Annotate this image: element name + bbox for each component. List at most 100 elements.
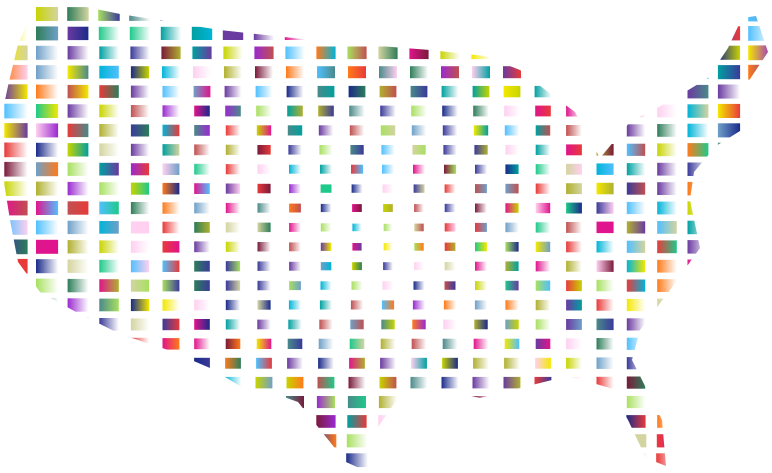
mosaic-tile <box>442 357 458 369</box>
mosaic-tile <box>687 46 709 60</box>
mosaic-tile <box>442 105 458 117</box>
mosaic-tile <box>505 261 519 271</box>
mosaic-tile <box>717 375 741 390</box>
mosaic-tile <box>4 394 28 410</box>
mosaic-tile <box>284 7 306 21</box>
mosaic-tile <box>194 241 210 253</box>
mosaic-tile <box>99 259 119 273</box>
mosaic-tile <box>351 164 364 174</box>
mosaic-tile <box>657 356 677 370</box>
mosaic-tile <box>409 415 429 428</box>
mosaic-tile <box>36 278 59 293</box>
mosaic-tile <box>471 415 491 428</box>
mosaic-tile <box>4 220 28 235</box>
mosaic-tile <box>505 183 519 194</box>
mosaic-tile <box>130 279 150 292</box>
mosaic-tile <box>317 376 335 389</box>
mosaic-tile <box>194 260 210 272</box>
mosaic-tile <box>317 66 335 79</box>
mosaic-tile <box>382 184 394 193</box>
mosaic-tile <box>414 262 424 271</box>
mosaic-tile <box>4 375 28 390</box>
mosaic-tile <box>194 202 210 214</box>
mosaic-tile <box>626 415 646 428</box>
mosaic-tile <box>687 317 709 332</box>
mosaic-tile <box>444 223 456 232</box>
mosaic-tile <box>626 357 646 370</box>
mosaic-tile <box>320 242 332 251</box>
mosaic-tile <box>225 105 241 117</box>
mosaic-tile <box>717 336 741 351</box>
mosaic-tile <box>4 239 28 255</box>
mosaic-tile <box>287 357 303 369</box>
mosaic-tile <box>377 434 399 448</box>
mosaic-tile <box>225 261 241 272</box>
mosaic-tile <box>284 434 306 448</box>
mosaic-tile <box>626 337 646 350</box>
mosaic-tile <box>473 338 489 349</box>
mosaic-tile <box>717 414 741 429</box>
mosaic-tile <box>717 433 741 448</box>
mosaic-tile <box>687 26 709 41</box>
mosaic-tile <box>535 125 551 136</box>
mosaic-tile <box>130 260 150 273</box>
mosaic-tile <box>470 7 492 21</box>
mosaic-tile <box>225 338 241 349</box>
mosaic-tile <box>566 260 582 272</box>
mosaic-tile <box>257 280 271 291</box>
mosaic-tile <box>532 26 554 40</box>
mosaic-tile <box>626 279 646 292</box>
mosaic-tile <box>717 142 741 157</box>
mosaic-tile <box>36 259 59 274</box>
mosaic-tile <box>193 85 211 98</box>
mosaic-tile <box>504 338 520 349</box>
mosaic-tile <box>380 105 396 117</box>
mosaic-tile <box>505 242 519 252</box>
mosaic-tile <box>286 85 304 98</box>
mosaic-tile <box>596 202 614 214</box>
mosaic-tile <box>594 434 616 448</box>
mosaic-tile <box>4 200 28 216</box>
mosaic-tile <box>626 318 646 331</box>
mosaic-tile <box>748 278 768 293</box>
mosaic-tile <box>194 183 210 194</box>
mosaic-tile <box>67 375 89 390</box>
mosaic-tile <box>130 376 150 389</box>
mosaic-tile <box>99 124 119 137</box>
mosaic-tile <box>379 66 397 79</box>
mosaic-tile <box>36 181 59 196</box>
mosaic-tile <box>67 220 89 235</box>
mosaic-tile <box>346 26 368 40</box>
mosaic-tile <box>289 164 302 174</box>
mosaic-tile <box>626 240 646 253</box>
mosaic-tile <box>717 394 741 409</box>
mosaic-tile <box>4 142 28 158</box>
mosaic-tile <box>501 453 523 468</box>
mosaic-tile <box>162 279 180 292</box>
mosaic-tile <box>504 105 520 117</box>
mosaic-tile <box>36 7 59 21</box>
mosaic-tile <box>596 357 614 369</box>
mosaic-tile <box>535 183 551 194</box>
mosaic-tile <box>225 222 241 233</box>
mosaic-tile <box>67 65 89 79</box>
mosaic-tile <box>162 202 180 214</box>
mosaic-tile <box>4 297 28 313</box>
mosaic-tile <box>596 163 614 175</box>
mosaic-tile <box>657 124 677 137</box>
mosaic-tile <box>381 319 395 330</box>
mosaic-tile <box>36 201 59 215</box>
mosaic-tile <box>410 85 428 98</box>
mosaic-tile <box>596 182 614 195</box>
mosaic-tile <box>408 453 430 468</box>
mosaic-tile <box>442 125 458 136</box>
mosaic-tile <box>194 163 210 175</box>
mosaic-tile <box>318 105 334 117</box>
mosaic-tile <box>162 182 180 195</box>
mosaic-tile <box>255 376 273 389</box>
mosaic-tile <box>626 376 646 389</box>
mosaic-tile <box>596 85 614 98</box>
mosaic-tile <box>380 338 396 349</box>
mosaic-tile <box>99 337 119 351</box>
mosaic-tile <box>225 280 241 291</box>
